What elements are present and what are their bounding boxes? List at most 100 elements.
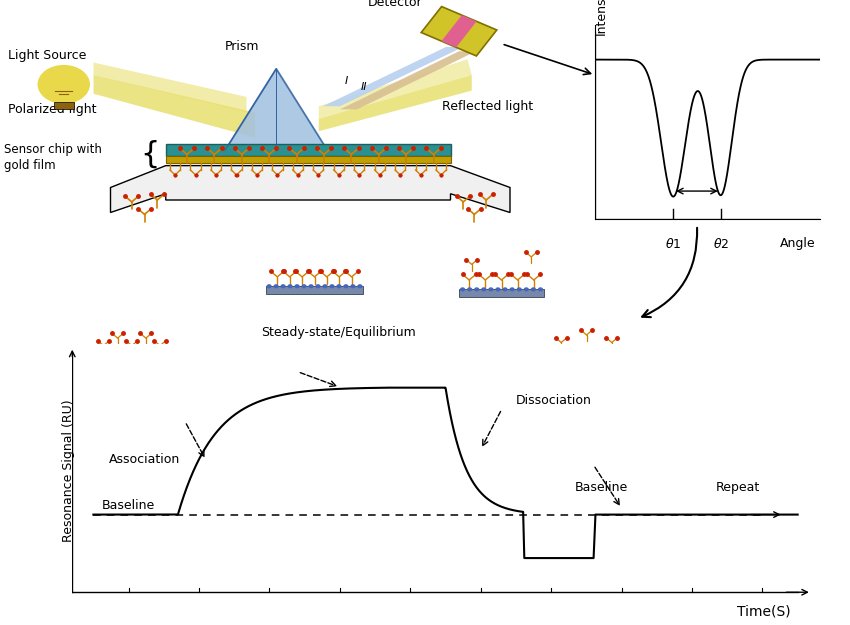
Circle shape [531, 288, 536, 291]
Circle shape [267, 285, 271, 288]
Circle shape [130, 369, 133, 372]
Circle shape [759, 457, 762, 459]
Text: Angle: Angle [780, 237, 815, 250]
Bar [441, 15, 477, 48]
Text: II: II [360, 82, 367, 92]
Circle shape [482, 288, 485, 291]
Circle shape [128, 457, 131, 459]
Text: {: { [140, 140, 159, 169]
Circle shape [87, 457, 90, 459]
Circle shape [518, 288, 521, 291]
Text: Steady-state/Equilibrium: Steady-state/Equilibrium [261, 326, 416, 339]
Circle shape [552, 366, 556, 369]
Text: Association: Association [109, 452, 180, 466]
Circle shape [137, 369, 141, 372]
Circle shape [617, 366, 620, 369]
Circle shape [503, 288, 507, 291]
Circle shape [114, 457, 117, 459]
Circle shape [588, 366, 592, 369]
Text: $\theta$1: $\theta$1 [665, 237, 682, 251]
Bar [166, 156, 450, 162]
Circle shape [745, 457, 748, 459]
Circle shape [751, 457, 756, 459]
Circle shape [344, 285, 348, 288]
Polygon shape [323, 47, 463, 106]
Bar [166, 144, 450, 156]
Circle shape [288, 285, 292, 288]
Polygon shape [319, 59, 472, 119]
Bar [551, 368, 622, 375]
Circle shape [475, 288, 479, 291]
Circle shape [38, 66, 89, 103]
Text: Prism: Prism [225, 40, 259, 53]
Circle shape [295, 285, 299, 288]
Circle shape [152, 369, 156, 372]
Circle shape [134, 457, 138, 459]
Circle shape [275, 285, 278, 288]
Circle shape [774, 457, 777, 459]
Bar [265, 286, 363, 294]
Polygon shape [319, 75, 472, 131]
Polygon shape [94, 75, 255, 138]
Text: $\theta$2: $\theta$2 [712, 237, 728, 251]
Text: Light Source: Light Source [8, 49, 87, 62]
Text: Time(S): Time(S) [737, 604, 791, 619]
Circle shape [107, 457, 110, 459]
Circle shape [524, 288, 528, 291]
Polygon shape [110, 166, 510, 212]
Text: Repeat: Repeat [716, 481, 760, 494]
Circle shape [100, 369, 105, 372]
Circle shape [144, 369, 148, 372]
Circle shape [167, 369, 170, 372]
Circle shape [100, 457, 104, 459]
Circle shape [94, 369, 97, 372]
Circle shape [539, 288, 542, 291]
Circle shape [316, 285, 320, 288]
Circle shape [510, 288, 514, 291]
Text: Baseline: Baseline [575, 481, 628, 494]
Circle shape [108, 369, 111, 372]
Circle shape [781, 457, 785, 459]
Circle shape [141, 457, 144, 459]
Circle shape [358, 285, 362, 288]
Circle shape [122, 369, 127, 372]
Circle shape [159, 369, 163, 372]
Circle shape [559, 366, 563, 369]
Circle shape [610, 366, 614, 369]
Circle shape [766, 457, 770, 459]
Circle shape [468, 288, 472, 291]
Circle shape [116, 369, 119, 372]
Circle shape [330, 285, 334, 288]
Circle shape [351, 285, 354, 288]
Circle shape [121, 457, 124, 459]
Circle shape [737, 457, 740, 459]
Circle shape [496, 288, 500, 291]
Text: Polarized light: Polarized light [8, 102, 97, 116]
Bar [735, 458, 786, 466]
Circle shape [337, 285, 341, 288]
Text: I: I [345, 76, 348, 86]
Bar [54, 102, 74, 109]
Circle shape [581, 366, 585, 369]
Circle shape [323, 285, 327, 288]
Circle shape [281, 285, 285, 288]
Circle shape [574, 366, 577, 369]
Circle shape [302, 285, 306, 288]
Circle shape [309, 285, 313, 288]
Bar [459, 289, 544, 297]
Text: Resonance Signal (RU): Resonance Signal (RU) [62, 400, 76, 542]
Circle shape [148, 457, 151, 459]
Circle shape [94, 457, 97, 459]
Text: Intensity: Intensity [595, 0, 608, 34]
Circle shape [596, 366, 599, 369]
Text: Dissociation: Dissociation [516, 394, 592, 407]
Circle shape [603, 366, 606, 369]
Bar [91, 371, 172, 378]
Bar [85, 458, 153, 466]
Bar [422, 6, 496, 56]
Polygon shape [225, 69, 327, 150]
Text: Baseline: Baseline [102, 499, 155, 512]
Text: Detector: Detector [368, 0, 422, 9]
Circle shape [461, 288, 464, 291]
Polygon shape [94, 62, 246, 112]
